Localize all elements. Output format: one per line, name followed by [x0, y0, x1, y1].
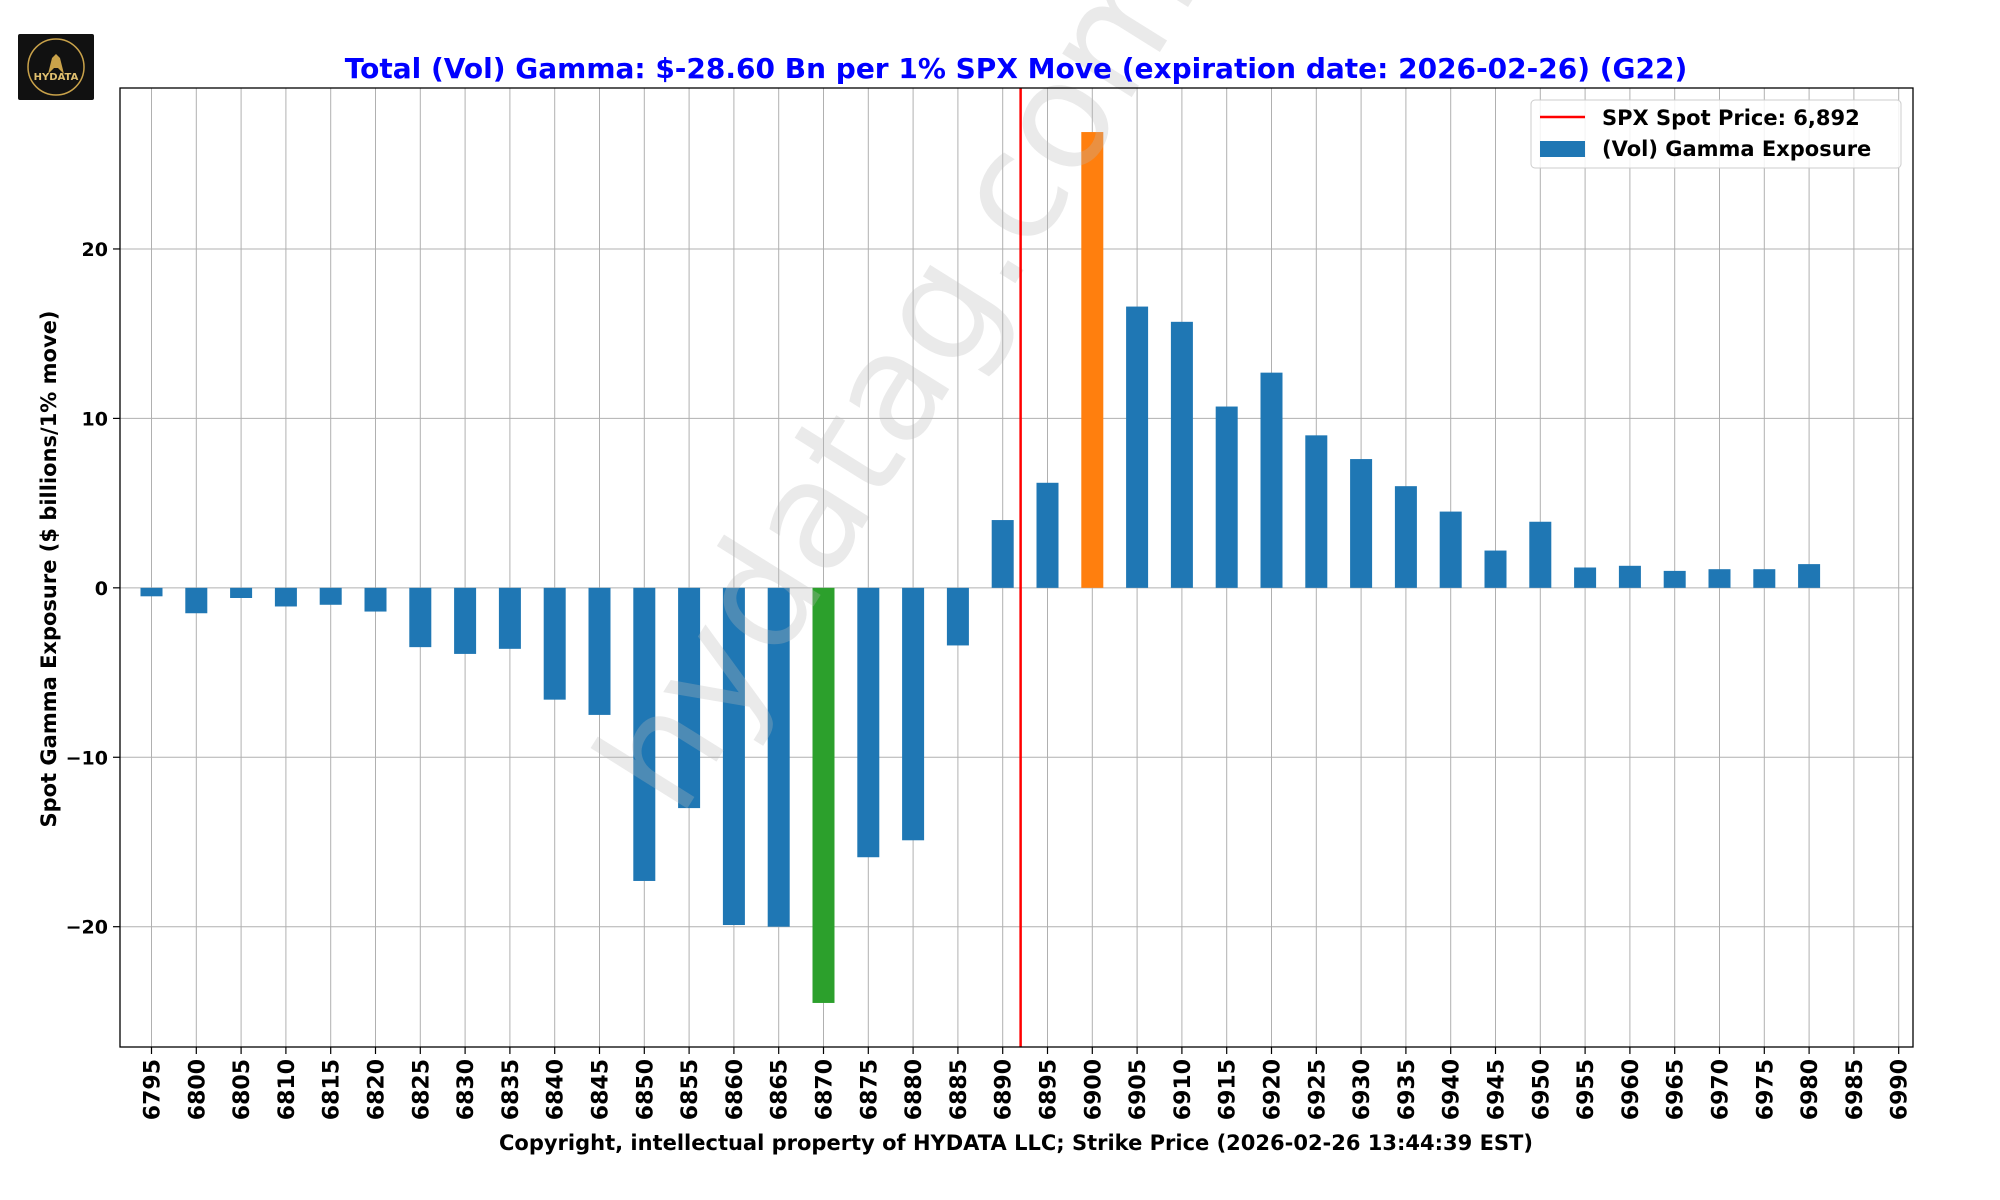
x-tick-label: 6840 — [544, 1059, 569, 1120]
y-tick-label: −10 — [66, 747, 108, 769]
bar-6930 — [1350, 459, 1373, 588]
x-tick-label: 6825 — [409, 1059, 434, 1120]
x-tick-label: 6830 — [454, 1059, 479, 1120]
bar-6955 — [1574, 567, 1597, 588]
hydata-logo: HYDATA — [18, 34, 94, 100]
bar-6845 — [588, 587, 611, 715]
bar-6865 — [767, 587, 790, 927]
bar-6900 — [1081, 132, 1104, 588]
bar-6825 — [409, 587, 432, 648]
x-tick-label: 6930 — [1350, 1059, 1375, 1120]
svg-text:HYDATA: HYDATA — [34, 72, 79, 83]
chart-title: Total (Vol) Gamma: $-28.60 Bn per 1% SPX… — [345, 52, 1688, 85]
x-tick-label: 6795 — [141, 1059, 166, 1120]
bar-6905 — [1126, 306, 1149, 588]
bar-6890 — [991, 520, 1014, 588]
bar-6945 — [1484, 550, 1507, 588]
x-tick-label: 6850 — [633, 1059, 658, 1120]
x-tick-label: 6845 — [589, 1059, 614, 1120]
legend: SPX Spot Price: 6,892 (Vol) Gamma Exposu… — [1530, 99, 1902, 169]
bar-6880 — [902, 587, 925, 841]
bar-6805 — [230, 587, 253, 598]
x-tick-label: 6805 — [230, 1059, 255, 1120]
bar-6800 — [185, 587, 208, 614]
x-tick-label: 6945 — [1485, 1059, 1510, 1120]
bar-6920 — [1260, 372, 1283, 588]
legend-gamma-swatch — [1540, 141, 1585, 157]
bar-6795 — [140, 587, 163, 597]
bar-6830 — [454, 587, 477, 654]
x-tick-label: 6875 — [857, 1059, 882, 1120]
x-tick-label: 6820 — [365, 1059, 390, 1120]
bar-6935 — [1394, 486, 1417, 588]
x-tick-label: 6965 — [1664, 1059, 1689, 1120]
x-tick-label: 6950 — [1529, 1059, 1554, 1120]
x-tick-label: 6915 — [1216, 1059, 1241, 1120]
legend-spot-label: SPX Spot Price: 6,892 — [1602, 106, 1860, 130]
bar-6855 — [678, 587, 701, 809]
bar-6910 — [1170, 321, 1193, 588]
bar-6975 — [1753, 569, 1776, 588]
x-axis-label: Copyright, intellectual property of HYDA… — [499, 1131, 1533, 1155]
x-tick-label: 6815 — [320, 1059, 345, 1120]
bar-6815 — [319, 587, 342, 605]
x-tick-label: 6800 — [185, 1059, 210, 1120]
x-tick-label: 6975 — [1753, 1059, 1778, 1120]
x-tick-label: 6955 — [1574, 1059, 1599, 1120]
x-tick-label: 6835 — [499, 1059, 524, 1120]
plot-frame — [119, 87, 1914, 1048]
x-tick-label: 6920 — [1261, 1059, 1286, 1120]
bar-6870 — [812, 587, 835, 1003]
x-tick-label: 6890 — [992, 1059, 1017, 1120]
x-tick-label: 6910 — [1171, 1059, 1196, 1120]
bar-6980 — [1798, 564, 1821, 588]
bar-6860 — [722, 587, 745, 926]
bar-6885 — [946, 587, 969, 646]
bar-6850 — [633, 587, 656, 881]
bar-6940 — [1439, 511, 1462, 588]
bar-6835 — [498, 587, 521, 649]
x-tick-label: 6885 — [947, 1059, 972, 1120]
bar-6895 — [1036, 482, 1059, 588]
x-tick-label: 6990 — [1888, 1059, 1913, 1120]
bar-6970 — [1708, 569, 1731, 588]
x-tick-label: 6860 — [723, 1059, 748, 1120]
x-tick-label: 6940 — [1440, 1059, 1465, 1120]
y-tick-label: 20 — [82, 239, 108, 261]
bar-6810 — [274, 587, 297, 607]
y-tick-label: 0 — [95, 578, 108, 600]
x-tick-label: 6935 — [1395, 1059, 1420, 1120]
y-tick-label: −20 — [66, 917, 108, 939]
x-tick-label: 6905 — [1126, 1059, 1151, 1120]
bar-6960 — [1618, 565, 1641, 588]
x-tick-label: 6925 — [1305, 1059, 1330, 1120]
x-tick-label: 6880 — [902, 1059, 927, 1120]
x-tick-label: 6900 — [1081, 1059, 1106, 1120]
x-tick-label: 6810 — [275, 1059, 300, 1120]
x-tick-label: 6865 — [768, 1059, 793, 1120]
bar-6820 — [364, 587, 387, 612]
x-tick-label: 6895 — [1037, 1059, 1062, 1120]
x-tick-label: 6980 — [1798, 1059, 1823, 1120]
x-tick-label: 6985 — [1843, 1059, 1868, 1120]
bar-6965 — [1663, 570, 1686, 588]
legend-gamma-label: (Vol) Gamma Exposure — [1602, 137, 1871, 161]
bar-6840 — [543, 587, 566, 700]
x-tick-label: 6870 — [813, 1059, 838, 1120]
bar-6950 — [1529, 521, 1552, 588]
x-tick-label: 6960 — [1619, 1059, 1644, 1120]
bar-6915 — [1215, 406, 1238, 588]
y-tick-label: 10 — [82, 408, 108, 430]
bar-6925 — [1305, 435, 1328, 588]
bar-6875 — [857, 587, 880, 858]
x-tick-label: 6970 — [1709, 1059, 1734, 1120]
x-tick-label: 6855 — [678, 1059, 703, 1120]
y-axis-label: Spot Gamma Exposure ($ billions/1% move) — [37, 311, 61, 828]
